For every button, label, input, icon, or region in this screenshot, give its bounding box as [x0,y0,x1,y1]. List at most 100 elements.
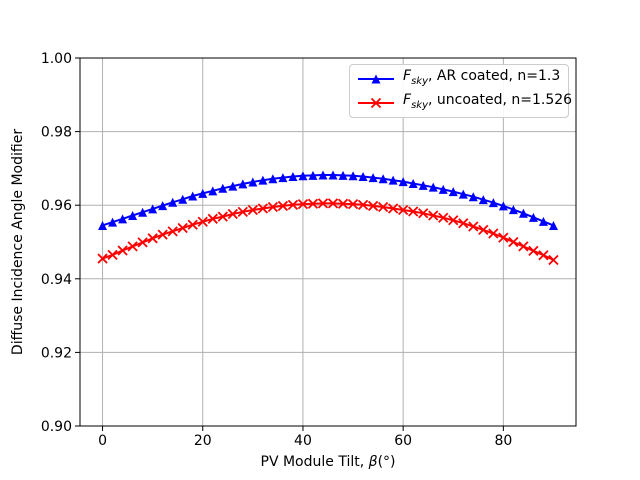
x-marker-icon [127,241,138,252]
triangle-marker-icon [388,175,398,185]
x-marker-icon [157,229,168,240]
triangle-marker-icon [318,170,328,180]
triangle-marker-icon [338,170,348,180]
triangle-marker-icon [328,170,338,180]
y-tick-label: 0.94 [41,272,72,288]
beta-symbol: β [368,454,378,470]
triangle-marker-icon [178,194,188,204]
x-marker-icon [117,245,128,256]
x-marker-icon [147,233,158,244]
x-axis-label: PV Module Tilt, β(°) [261,454,396,470]
x-marker-icon [398,204,409,216]
triangle-marker-icon [158,201,168,211]
x-marker-icon [347,198,359,210]
x-axis-label-text: PV Module Tilt, [261,454,369,470]
triangle-marker-icon [118,214,128,224]
legend: Fsky, AR coated, n=1.3 Fsky, uncoated, n… [349,64,572,118]
triangle-marker-icon [448,187,458,197]
triangle-marker-icon [208,186,218,196]
legend-entry-ar-coated: Fsky, AR coated, n=1.3 [356,67,562,91]
x-marker-icon [287,199,299,210]
y-tick-label: 1.00 [41,51,72,67]
x-marker-icon [217,211,228,222]
x-marker-icon [297,198,309,210]
triangle-marker-icon [268,174,278,184]
x-marker-icon [227,208,238,220]
x-marker-icon [458,218,469,229]
triangle-marker-icon [418,180,428,190]
x-marker-icon [97,253,108,264]
triangle-marker-icon [518,208,528,218]
triangle-marker-icon [198,188,208,198]
legend-entry-uncoated: Fsky, uncoated, n=1.526 [356,91,572,115]
x-marker-icon [418,208,429,219]
x-marker-icon [488,228,499,239]
triangle-marker-icon [371,74,381,84]
x-marker-icon [478,224,489,235]
x-marker-icon [498,232,509,243]
y-tick-label: 0.90 [41,419,72,435]
legend-label-ar-coated: Fsky, AR coated, n=1.3 [403,68,560,90]
triangle-marker-icon [548,220,558,230]
x-marker-icon [207,213,218,224]
x-marker-icon [187,219,198,230]
axes-spines [79,57,577,427]
x-marker-icon [197,216,208,227]
x-marker-icon [107,249,118,261]
triangle-marker-icon [538,216,548,226]
x-marker-icon [267,201,279,213]
triangle-marker-icon [368,173,378,183]
x-marker-icon [468,221,479,232]
triangle-marker-icon [238,179,248,189]
x-marker-icon [357,199,369,210]
triangle-marker-icon [148,204,158,214]
triangle-marker-icon [288,171,298,181]
triangle-marker-icon [498,201,508,211]
triangle-marker-icon [528,212,538,222]
x-marker-icon [438,212,449,223]
x-marker-icon [277,200,289,212]
x-marker-icon [367,200,379,212]
x-marker-icon [408,206,419,217]
triangle-marker-icon [228,181,238,191]
y-tick-label: 0.92 [41,345,72,361]
triangle-marker-icon [508,205,518,215]
triangle-marker-icon [428,182,438,192]
legend-math-f: F [403,92,412,109]
triangle-marker-icon [378,174,388,184]
triangle-marker-icon [108,217,118,227]
legend-line-x-marker-icon [358,97,394,109]
triangle-marker-icon [218,183,228,193]
x-marker-icon [137,237,148,248]
triangle-marker-icon [348,171,358,181]
triangle-marker-icon [138,207,148,217]
triangle-marker-icon [248,177,258,187]
y-tick-label: 0.98 [41,125,72,141]
x-marker-icon [337,198,349,209]
triangle-marker-icon [298,171,308,181]
triangle-marker-icon [258,175,268,185]
x-marker-icon [428,210,439,221]
x-marker-icon [448,215,459,226]
triangle-marker-icon [398,177,408,187]
triangle-marker-icon [308,170,318,180]
x-marker-icon [317,198,329,209]
x-tick-label: 60 [394,433,412,449]
legend-text: , AR coated, n=1.3 [427,68,561,85]
legend-math-sub: sky [411,75,428,87]
y-tick-label: 0.96 [41,198,72,214]
x-marker-icon [327,198,339,209]
x-marker-icon [370,97,382,109]
x-marker-icon [538,250,549,261]
x-marker-icon [307,198,319,209]
x-marker-icon [177,222,188,234]
y-axis-label: Diffuse Incidence Angle Modifier [10,129,26,355]
legend-label-uncoated: Fsky, uncoated, n=1.526 [403,92,572,114]
legend-line-triangle-marker-icon [358,74,394,84]
triangle-marker-icon [188,191,198,201]
legend-math-f: F [403,68,412,85]
x-marker-icon [387,203,399,214]
x-marker-icon [518,241,529,252]
